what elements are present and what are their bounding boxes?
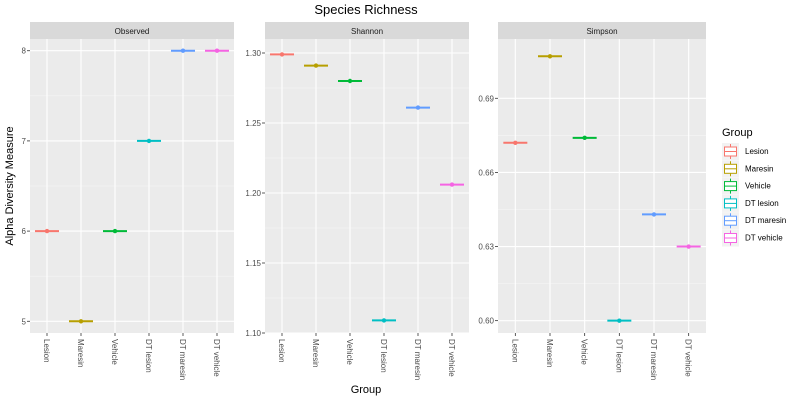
point-simpson-dt-vehicle bbox=[686, 244, 691, 249]
legend-label-lesion: Lesion bbox=[745, 147, 769, 156]
y-tick-label: 1.10 bbox=[245, 329, 261, 338]
panel-background-simpson bbox=[498, 39, 706, 333]
legend-title: Group bbox=[722, 127, 753, 139]
legend-label-dt-vehicle: DT vehicle bbox=[745, 234, 783, 243]
strip-observed bbox=[30, 22, 234, 39]
point-simpson-dt-maresin bbox=[651, 212, 657, 217]
strip-simpson bbox=[498, 22, 706, 39]
x-tick-label-dt-maresin: DT maresin bbox=[649, 339, 658, 380]
point-observed-dt-lesion bbox=[146, 138, 152, 144]
point-simpson-dt-lesion bbox=[617, 318, 622, 323]
x-tick-label-maresin: Maresin bbox=[545, 339, 554, 367]
y-tick-label: 0.60 bbox=[478, 317, 494, 326]
legend-item-vehicle: Vehicle bbox=[722, 177, 771, 195]
legend-item-maresin: Maresin bbox=[722, 160, 773, 178]
point-simpson-lesion bbox=[513, 140, 518, 145]
chart-title: Species Richness bbox=[314, 2, 418, 17]
x-tick-label-dt-vehicle: DT vehicle bbox=[684, 339, 693, 377]
x-tick-label-dt-lesion: DT lesion bbox=[379, 339, 388, 373]
panel-simpson: Simpson 0.60 0.63 0.66 0.69 Lesion Maresin Vehi… bbox=[478, 22, 706, 380]
point-simpson-maresin bbox=[547, 54, 553, 59]
y-tick-label: 0.63 bbox=[478, 243, 494, 252]
y-tick-label: 1.15 bbox=[245, 259, 261, 268]
x-tick-label-lesion: Lesion bbox=[510, 339, 519, 363]
y-tick-label: 5 bbox=[22, 317, 27, 326]
y-tick-label: 1.30 bbox=[245, 49, 261, 58]
panel-observed: Observed 5 6 7 8 Lesion Maresin Vehicle DT lesio… bbox=[22, 22, 234, 380]
x-axis-title: Group bbox=[351, 384, 382, 396]
point-observed-vehicle bbox=[112, 228, 118, 234]
x-tick-label-dt-lesion: DT lesion bbox=[144, 339, 153, 373]
x-tick-label-maresin: Maresin bbox=[311, 339, 320, 367]
x-tick-label-vehicle: Vehicle bbox=[580, 339, 589, 365]
x-tick-label-maresin: Maresin bbox=[76, 339, 85, 367]
x-tick-label-vehicle: Vehicle bbox=[345, 339, 354, 365]
point-shannon-lesion bbox=[279, 52, 285, 57]
y-tick-label: 1.20 bbox=[245, 189, 261, 198]
strip-shannon bbox=[265, 22, 469, 39]
point-shannon-vehicle bbox=[347, 78, 353, 84]
point-observed-lesion bbox=[44, 228, 50, 234]
x-tick-label-dt-vehicle: DT vehicle bbox=[447, 339, 456, 377]
y-tick-label: 7 bbox=[22, 137, 27, 146]
y-tick-label: 1.25 bbox=[245, 119, 261, 128]
legend-item-dt-vehicle: DT vehicle bbox=[722, 229, 783, 247]
legend-label-maresin: Maresin bbox=[745, 164, 773, 173]
y-tick-label: 8 bbox=[22, 47, 27, 56]
point-shannon-dt-maresin bbox=[415, 105, 421, 110]
y-tick-label: 6 bbox=[22, 227, 27, 236]
legend-item-dt-lesion: DT lesion bbox=[722, 194, 779, 212]
point-observed-dt-vehicle bbox=[214, 48, 220, 53]
facet-panels: Observed 5 6 7 8 Lesion Maresin Vehicle DT lesio… bbox=[22, 22, 706, 380]
point-shannon-dt-vehicle bbox=[449, 182, 455, 187]
x-tick-label-lesion: Lesion bbox=[42, 339, 51, 363]
x-tick-label-dt-maresin: DT maresin bbox=[178, 339, 187, 380]
x-tick-label-dt-vehicle: DT vehicle bbox=[212, 339, 221, 377]
x-tick-label-vehicle: Vehicle bbox=[110, 339, 119, 365]
legend-items: Lesion Maresin Vehicle DT lesion DT maresin D… bbox=[722, 143, 786, 247]
legend: Group Lesion Maresin Vehicle DT lesion DT ma… bbox=[722, 127, 786, 247]
legend-label-vehicle: Vehicle bbox=[745, 182, 771, 191]
strip-label-shannon: Shannon bbox=[351, 27, 383, 36]
x-tick-label-dt-maresin: DT maresin bbox=[413, 339, 422, 380]
point-simpson-vehicle bbox=[582, 135, 587, 141]
legend-label-dt-maresin: DT maresin bbox=[745, 216, 786, 225]
point-shannon-dt-lesion bbox=[381, 318, 387, 323]
point-observed-dt-maresin bbox=[180, 48, 186, 53]
point-shannon-maresin bbox=[313, 63, 319, 68]
y-tick-label: 0.69 bbox=[478, 94, 494, 103]
strip-label-simpson: Simpson bbox=[586, 27, 617, 36]
panel-background-shannon bbox=[265, 39, 469, 333]
x-tick-label-dt-lesion: DT lesion bbox=[614, 339, 623, 373]
legend-item-lesion: Lesion bbox=[722, 143, 769, 160]
strip-label-observed: Observed bbox=[115, 27, 150, 36]
point-observed-maresin bbox=[78, 319, 84, 324]
y-axis-title: Alpha Diversity Measure bbox=[4, 126, 16, 245]
legend-label-dt-lesion: DT lesion bbox=[745, 199, 779, 208]
y-tick-label: 0.66 bbox=[478, 168, 494, 177]
legend-item-dt-maresin: DT maresin bbox=[722, 212, 786, 230]
panel-shannon: Shannon 1.10 1.15 1.20 1.25 1.30 Lesion Maresin… bbox=[245, 22, 469, 380]
x-tick-label-lesion: Lesion bbox=[277, 339, 286, 363]
